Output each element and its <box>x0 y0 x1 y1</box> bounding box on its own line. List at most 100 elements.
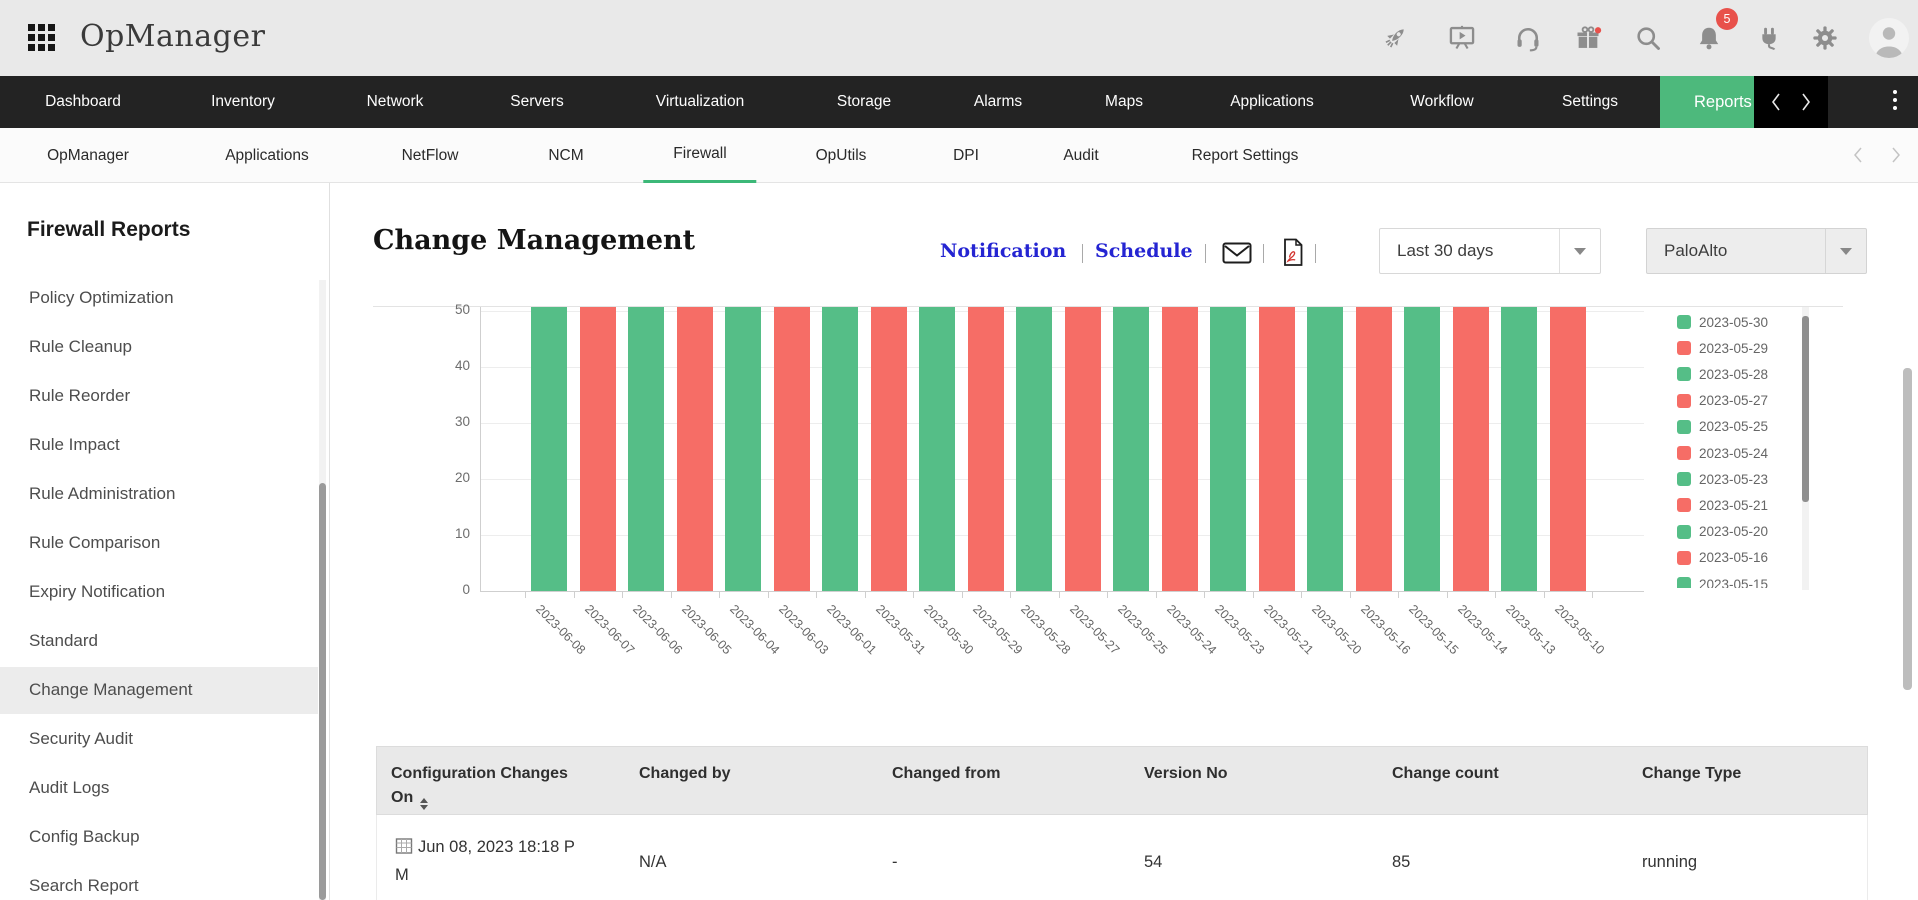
nav-item-maps[interactable]: Maps <box>1105 93 1143 110</box>
subnav-item-firewall[interactable]: Firewall <box>643 128 757 183</box>
rocket-icon[interactable] <box>1381 24 1409 52</box>
nav-item-storage[interactable]: Storage <box>836 93 892 110</box>
bar-2023-06-04[interactable] <box>725 307 761 591</box>
sidebar-item-expiry-notification[interactable]: Expiry Notification <box>29 582 166 601</box>
sidebar-item-rule-reorder[interactable]: Rule Reorder <box>29 386 131 405</box>
legend-item-2023-05-27[interactable]: 2023-05-27 <box>1665 393 1768 409</box>
email-report-icon[interactable] <box>1222 241 1252 270</box>
column-header-changed-by[interactable]: Changed by <box>639 762 854 786</box>
chevron-right-icon[interactable] <box>1800 92 1812 112</box>
sidebar-item-rule-comparison[interactable]: Rule Comparison <box>29 533 161 552</box>
bar-2023-06-08[interactable] <box>531 307 567 591</box>
period-select-arrow[interactable] <box>1559 229 1600 273</box>
user-avatar[interactable] <box>1869 18 1909 58</box>
bar-2023-05-27[interactable] <box>1064 307 1101 591</box>
sidebar-item-standard[interactable]: Standard <box>29 631 98 650</box>
column-header-change-type[interactable]: Change Type <box>1642 762 1857 786</box>
bar-2023-05-29[interactable] <box>967 307 1004 591</box>
bar-2023-06-05[interactable] <box>676 307 713 591</box>
app-grid-icon[interactable] <box>28 24 57 53</box>
sidebar-item-security-audit[interactable]: Security Audit <box>29 729 133 748</box>
column-header-configuration-changes-on[interactable]: Configuration Changes On <box>391 762 577 813</box>
subnav-chevron-right-icon[interactable] <box>1890 146 1902 164</box>
legend-item-2023-05-24[interactable]: 2023-05-24 <box>1665 445 1768 461</box>
sidebar-item-search-report[interactable]: Search Report <box>29 876 139 895</box>
bar-2023-05-25[interactable] <box>1113 307 1149 591</box>
legend-item-2023-05-15[interactable]: 2023-05-15 <box>1665 576 1768 588</box>
legend-item-2023-05-20[interactable]: 2023-05-20 <box>1665 524 1768 540</box>
support-headset-icon[interactable] <box>1514 24 1542 52</box>
subnav-item-oputils[interactable]: OpUtils <box>815 146 867 164</box>
bar-2023-05-15[interactable] <box>1404 307 1440 591</box>
bar-2023-06-03[interactable] <box>773 307 810 591</box>
bar-2023-05-20[interactable] <box>1307 307 1343 591</box>
bar-2023-05-24[interactable] <box>1161 307 1198 591</box>
nav-item-settings[interactable]: Settings <box>1561 93 1619 110</box>
sort-icon[interactable] <box>420 794 429 814</box>
subnav-item-applications[interactable]: Applications <box>225 146 309 164</box>
nav-item-inventory[interactable]: Inventory <box>211 93 275 110</box>
sidebar-item-policy-optimization[interactable]: Policy Optimization <box>29 288 174 307</box>
column-header-changed-from[interactable]: Changed from <box>892 762 1107 786</box>
subnav-item-opmanager[interactable]: OpManager <box>47 146 129 164</box>
settings-gear-icon[interactable] <box>1811 24 1839 52</box>
sidebar-item-change-management[interactable]: Change Management <box>29 680 193 699</box>
nav-item-virtualization[interactable]: Virtualization <box>655 93 745 110</box>
sidebar-scrollbar-thumb[interactable] <box>319 483 326 900</box>
notification-link[interactable]: Notification <box>940 240 1067 262</box>
bar-2023-05-28[interactable] <box>1016 307 1052 591</box>
bar-2023-05-30[interactable] <box>919 307 955 591</box>
subnav-item-report-settings[interactable]: Report Settings <box>1191 146 1299 164</box>
nav-item-applications[interactable]: Applications <box>1230 93 1314 110</box>
sidebar-item-config-backup[interactable]: Config Backup <box>29 827 140 846</box>
bar-2023-05-13[interactable] <box>1501 307 1537 591</box>
notifications-bell-icon[interactable] <box>1695 24 1723 52</box>
change-table-row[interactable]: Jun 08, 2023 18:18 PM N/A - 54 85 running <box>376 815 1868 900</box>
period-select[interactable]: Last 30 days <box>1379 228 1601 274</box>
device-select[interactable]: PaloAlto <box>1646 228 1867 274</box>
subnav-item-dpi[interactable]: DPI <box>953 146 979 164</box>
nav-item-network[interactable]: Network <box>366 93 424 110</box>
sidebar-item-audit-logs[interactable]: Audit Logs <box>29 778 110 797</box>
page-scrollbar-thumb[interactable] <box>1903 368 1912 690</box>
bar-2023-05-31[interactable] <box>870 307 907 591</box>
legend-item-2023-05-29[interactable]: 2023-05-29 <box>1665 340 1768 356</box>
nav-item-workflow[interactable]: Workflow <box>1410 93 1474 110</box>
device-select-arrow[interactable] <box>1825 229 1866 273</box>
chevron-left-icon[interactable] <box>1770 92 1782 112</box>
legend-item-2023-05-23[interactable]: 2023-05-23 <box>1665 471 1768 487</box>
legend-item-2023-05-28[interactable]: 2023-05-28 <box>1665 366 1768 382</box>
demo-video-icon[interactable] <box>1448 24 1476 52</box>
subnav-item-ncm[interactable]: NCM <box>548 146 584 164</box>
nav-more-menu-icon[interactable] <box>1893 90 1897 110</box>
legend-item-2023-05-25[interactable]: 2023-05-25 <box>1665 419 1768 435</box>
schedule-link[interactable]: Schedule <box>1095 240 1193 262</box>
column-header-version-no[interactable]: Version No <box>1144 762 1359 786</box>
sidebar-item-rule-cleanup[interactable]: Rule Cleanup <box>29 337 133 356</box>
sidebar-item-rule-impact[interactable]: Rule Impact <box>29 435 120 454</box>
search-icon[interactable] <box>1634 24 1662 52</box>
bar-2023-06-07[interactable] <box>579 307 616 591</box>
legend-item-2023-05-21[interactable]: 2023-05-21 <box>1665 497 1768 513</box>
legend-item-2023-05-16[interactable]: 2023-05-16 <box>1665 550 1768 566</box>
column-header-change-count[interactable]: Change count <box>1392 762 1607 786</box>
subnav-item-audit[interactable]: Audit <box>1063 146 1099 164</box>
subnav-chevron-left-icon[interactable] <box>1852 146 1864 164</box>
bar-2023-05-21[interactable] <box>1258 307 1295 591</box>
pdf-export-icon[interactable] <box>1281 238 1305 272</box>
subnav-item-netflow[interactable]: NetFlow <box>401 146 459 164</box>
gift-icon[interactable] <box>1574 24 1602 52</box>
sidebar-item-rule-administration[interactable]: Rule Administration <box>29 484 176 503</box>
nav-item-dashboard[interactable]: Dashboard <box>45 93 121 110</box>
bar-2023-06-01[interactable] <box>822 307 858 591</box>
nav-item-reports-active[interactable]: Reports <box>1660 76 1754 128</box>
bar-2023-05-16[interactable] <box>1355 307 1392 591</box>
nav-item-servers[interactable]: Servers <box>510 93 564 110</box>
nav-item-alarms[interactable]: Alarms <box>973 93 1023 110</box>
bar-2023-05-14[interactable] <box>1452 307 1489 591</box>
integrations-plug-icon[interactable] <box>1755 24 1783 52</box>
bar-2023-05-23[interactable] <box>1210 307 1246 591</box>
legend-scrollbar-thumb[interactable] <box>1802 316 1809 502</box>
bar-2023-05-10[interactable] <box>1549 307 1586 591</box>
legend-item-2023-05-30[interactable]: 2023-05-30 <box>1665 314 1768 330</box>
